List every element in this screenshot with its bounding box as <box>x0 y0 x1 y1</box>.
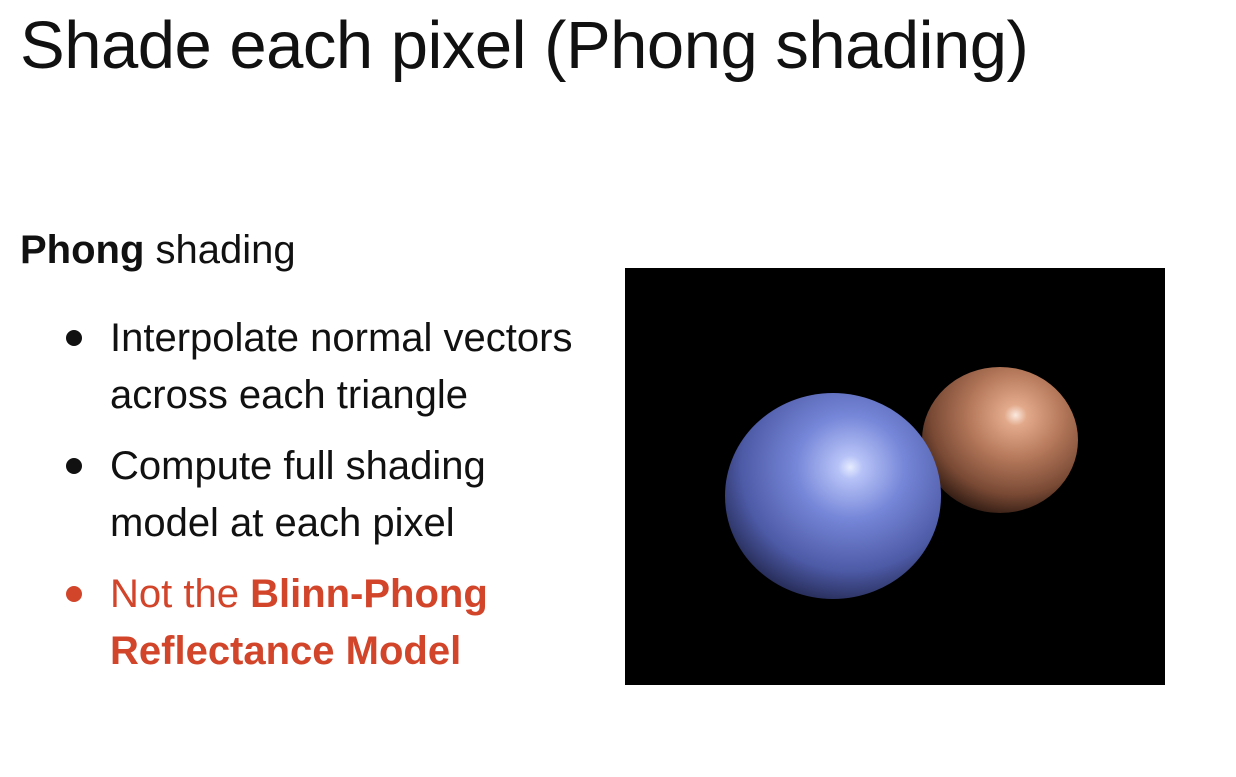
bullet-text: Interpolate normal vectors across each t… <box>110 316 573 417</box>
bullet-item-not-blinn-phong: Not the Blinn-Phong Reflectance Model <box>64 566 584 680</box>
heading-strong: Phong <box>20 228 145 272</box>
section-heading: Phong shading <box>20 226 296 274</box>
bullet-item-interpolate: Interpolate normal vectors across each t… <box>64 310 584 424</box>
bullet-list: Interpolate normal vectors across each t… <box>64 310 584 694</box>
bullet-dot <box>66 330 82 346</box>
bullet-prefix: Not the <box>110 572 251 616</box>
blue-sphere <box>725 393 941 599</box>
slide-title: Shade each pixel (Phong shading) <box>20 8 1029 83</box>
orange-sphere <box>922 367 1078 513</box>
bullet-item-compute: Compute full shading model at each pixel <box>64 438 584 552</box>
bullet-strong: Blinn-Phong Reflectance Model <box>110 572 488 673</box>
bullet-dot <box>66 458 82 474</box>
heading-rest: shading <box>144 228 296 272</box>
render-svg <box>625 268 1165 685</box>
phong-render-image <box>625 268 1165 685</box>
bullet-text: Compute full shading model at each pixel <box>110 444 486 545</box>
bullet-dot <box>66 586 82 602</box>
